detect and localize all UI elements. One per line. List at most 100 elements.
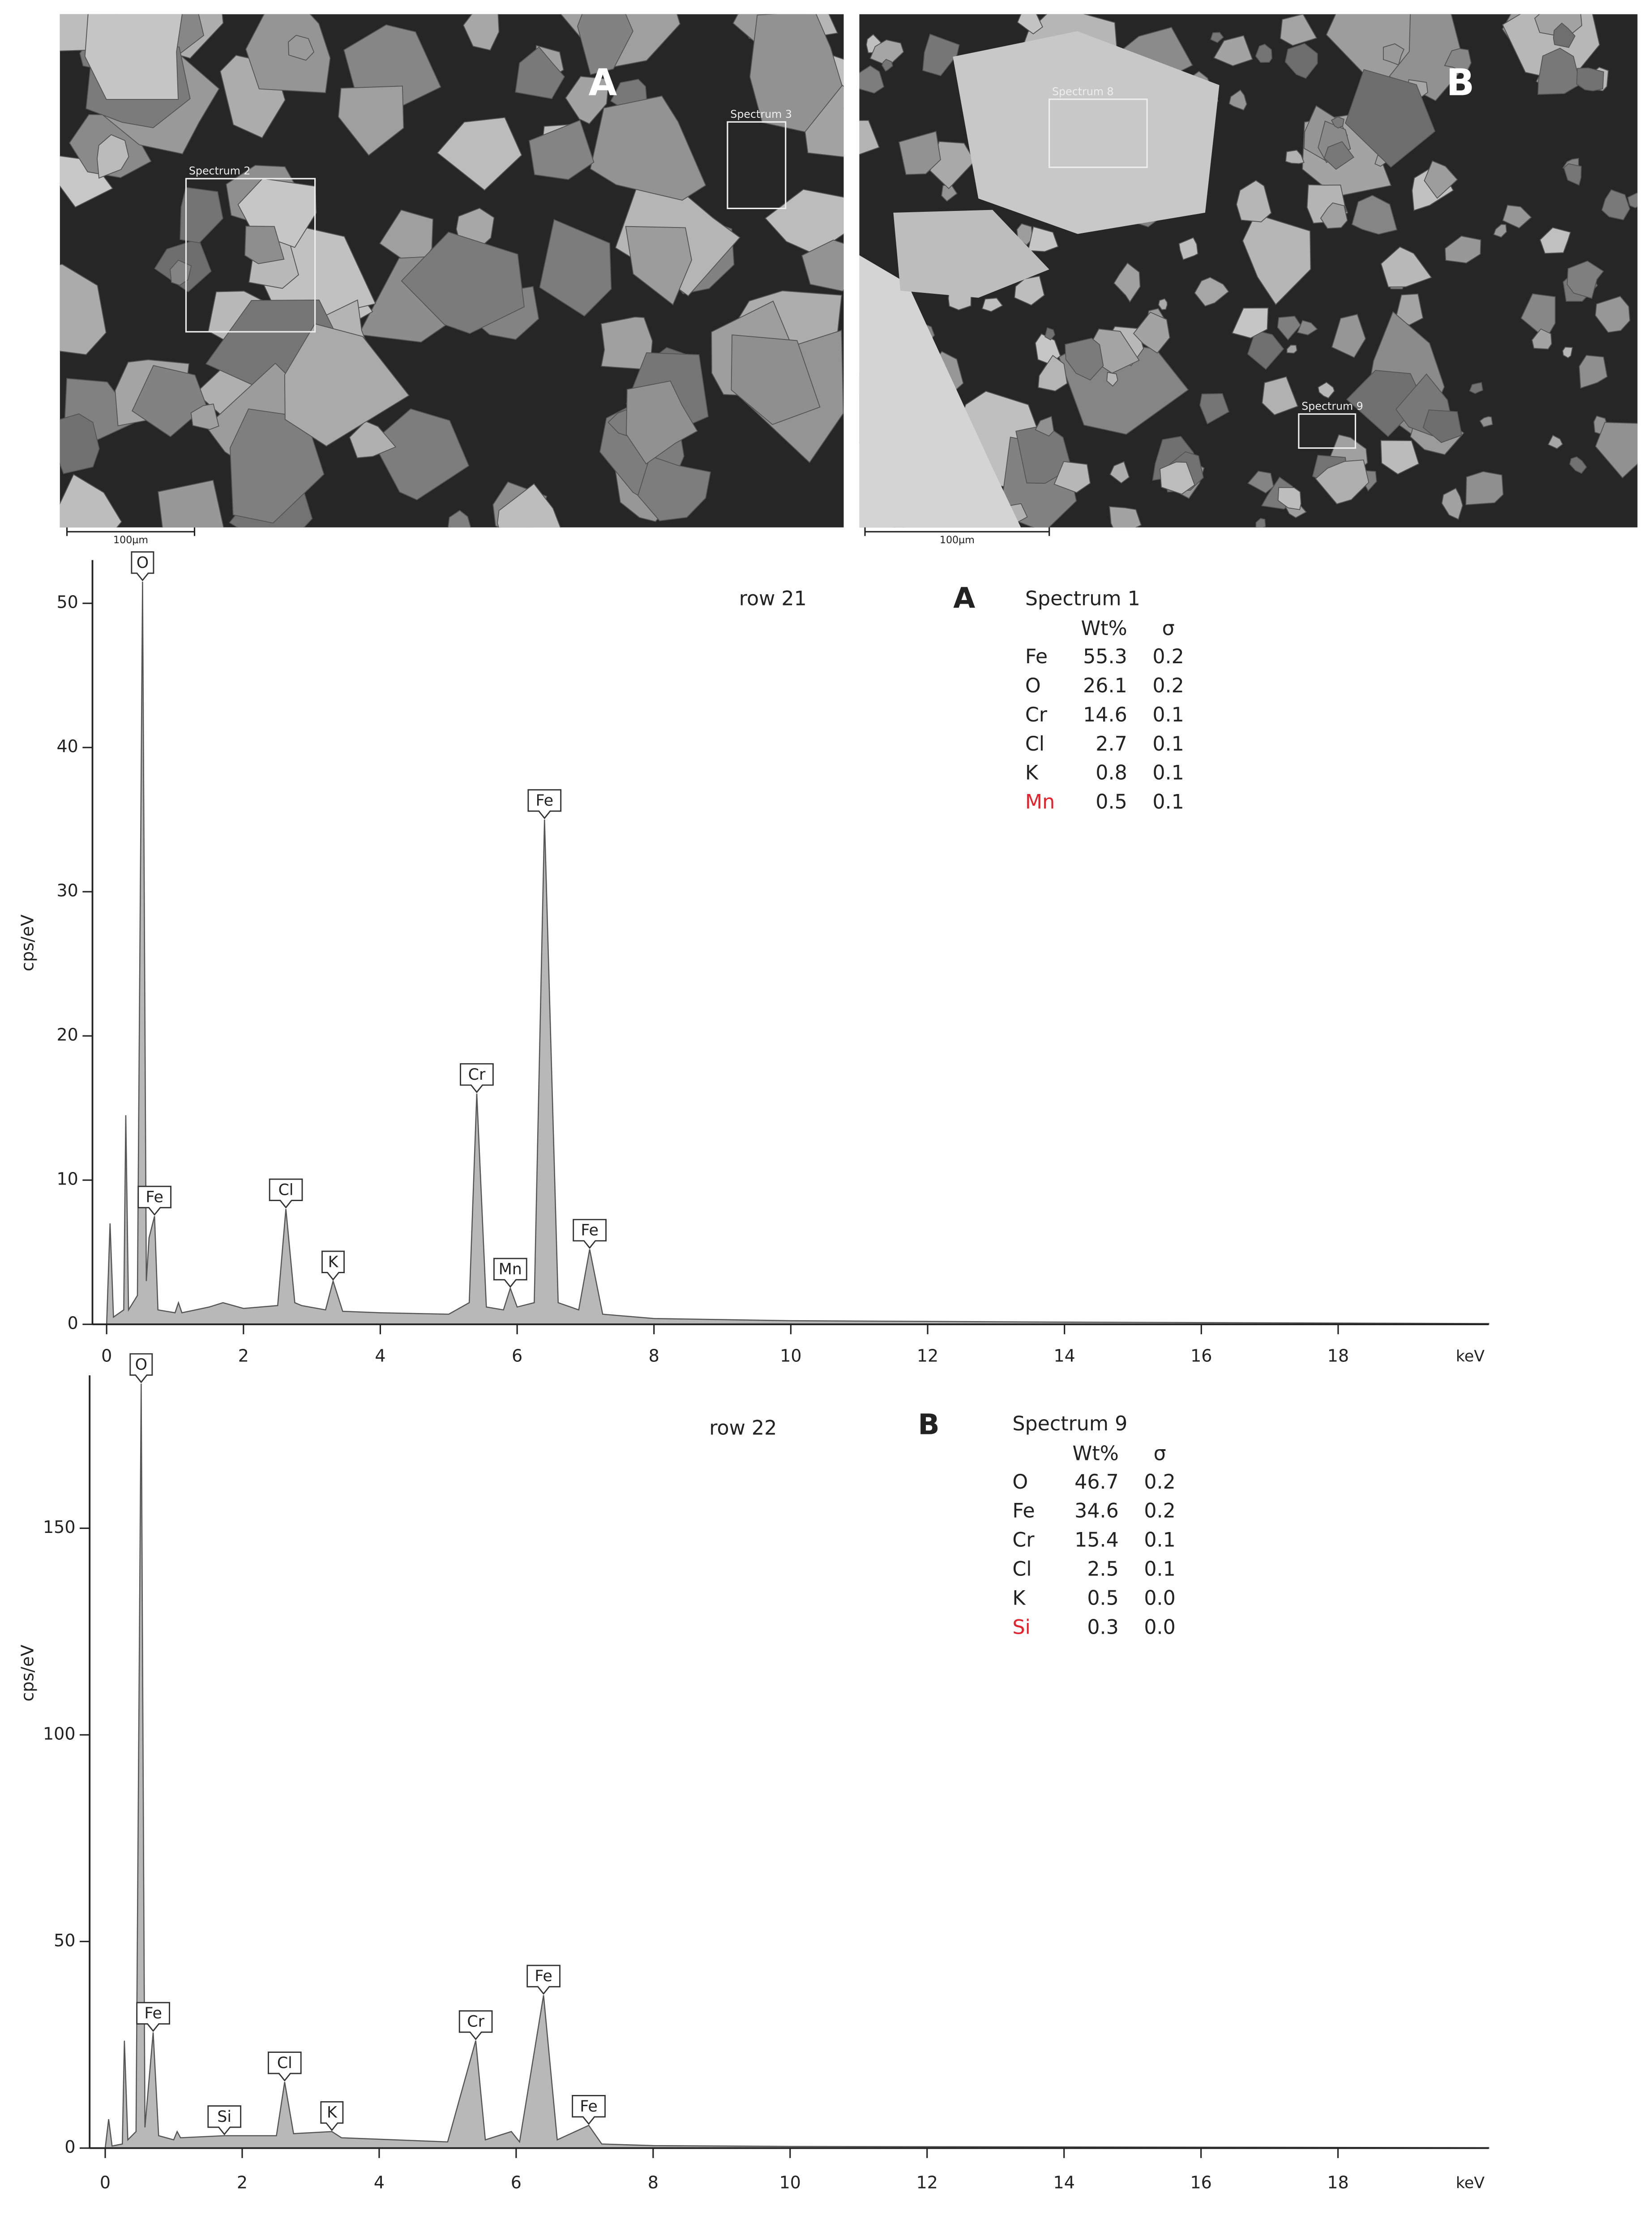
particle	[1563, 163, 1582, 186]
particle	[1228, 89, 1247, 111]
particle	[1255, 518, 1266, 528]
table-sigma: 0.1	[1152, 791, 1184, 814]
particle	[1444, 236, 1481, 264]
particle	[158, 480, 224, 528]
particle	[97, 134, 129, 179]
x-tick-label: 0	[101, 1346, 112, 1365]
spectrum-area	[106, 581, 1489, 1325]
x-axis-label: keV	[1456, 2174, 1485, 2192]
x-tick-label: 12	[916, 2172, 938, 2192]
peak-label: Fe	[144, 2004, 162, 2022]
y-tick-label: 0	[68, 1313, 78, 1333]
y-axis-label: cps/eV	[18, 1645, 38, 1702]
x-tick-label: 14	[1054, 1346, 1075, 1365]
particle	[1382, 43, 1405, 66]
particle	[1424, 160, 1458, 199]
particle	[528, 120, 595, 180]
particle	[245, 14, 331, 94]
particle	[437, 117, 522, 191]
x-tick-label: 18	[1327, 2172, 1348, 2192]
particle	[1286, 344, 1297, 354]
peak-label-box	[526, 1965, 561, 1995]
particle	[60, 413, 100, 474]
particle	[893, 210, 1049, 298]
particle	[1579, 355, 1608, 389]
table-sigma: 0.1	[1144, 1529, 1175, 1552]
panel-label: A	[953, 581, 975, 614]
region-label: Spectrum 8	[1052, 85, 1114, 98]
particle	[284, 323, 410, 447]
table-sigma: 0.1	[1152, 733, 1184, 755]
region-label: Spectrum 3	[730, 108, 792, 120]
particle	[1277, 316, 1301, 341]
peak-label-box	[207, 2105, 242, 2136]
particle	[1595, 422, 1638, 479]
particle	[349, 421, 397, 459]
table-wt: 46.7	[1074, 1471, 1119, 1494]
x-tick-label: 8	[649, 1346, 659, 1365]
table-element: K	[1012, 1587, 1026, 1610]
table-sigma: 0.2	[1144, 1500, 1175, 1523]
particle	[1014, 275, 1045, 306]
particle	[190, 403, 219, 430]
particle	[1247, 330, 1284, 370]
peak-label-box	[129, 1353, 153, 1383]
particle	[1331, 313, 1366, 358]
peak-label: Cl	[277, 2054, 292, 2072]
particle	[1318, 382, 1335, 399]
particle	[1178, 237, 1198, 260]
x-tick-label: 8	[648, 2172, 659, 2192]
particle	[1194, 277, 1229, 307]
peak-label: K	[328, 1253, 339, 1271]
y-tick-label: 50	[54, 1931, 75, 1950]
particle	[1113, 262, 1141, 303]
peak-label-box	[137, 1185, 171, 1216]
peak-label-box	[460, 1063, 494, 1094]
particle	[1502, 205, 1532, 229]
particle	[1053, 461, 1091, 493]
x-axis-label: keV	[1456, 1348, 1485, 1365]
particle	[625, 380, 698, 465]
peak-label-box	[267, 2052, 302, 2082]
particle	[731, 334, 821, 425]
particle	[1444, 48, 1472, 74]
particle	[515, 46, 565, 99]
particle	[1027, 226, 1059, 252]
particle	[1210, 32, 1224, 43]
particle	[1159, 461, 1195, 495]
peak-label-box	[321, 1250, 345, 1281]
table-element: Cl	[1012, 1558, 1031, 1580]
table-wt: 55.3	[1083, 645, 1127, 668]
particle	[1199, 393, 1229, 425]
x-tick-label: 0	[100, 2172, 111, 2192]
peak-label-box	[458, 2010, 493, 2040]
table-wt: 34.6	[1074, 1500, 1119, 1523]
particle	[1247, 471, 1274, 494]
particle	[1493, 224, 1507, 238]
table-sigma: 0.1	[1152, 704, 1184, 726]
peak-label-box	[320, 2101, 344, 2131]
table-header: σ	[1154, 1442, 1166, 1465]
peak-label: Mn	[499, 1261, 522, 1279]
y-tick-label: 100	[43, 1724, 76, 1743]
particle	[801, 240, 844, 292]
particle	[749, 14, 843, 133]
table-title: Spectrum 9	[1012, 1412, 1127, 1435]
table-element: Fe	[1025, 645, 1048, 668]
particle	[1109, 506, 1142, 528]
table-header: Wt%	[1073, 1442, 1119, 1465]
y-tick-label: 0	[64, 2137, 75, 2157]
x-tick-label: 16	[1190, 1346, 1212, 1365]
image-label: A	[588, 61, 617, 104]
peak-label-box	[527, 789, 562, 820]
particle	[882, 59, 893, 72]
table-element: Mn	[1025, 791, 1055, 814]
table-wt: 0.5	[1096, 791, 1127, 814]
particle	[1465, 471, 1504, 506]
peak-label: Si	[217, 2108, 231, 2126]
particle	[1380, 440, 1420, 475]
x-tick-label: 4	[374, 2172, 385, 2192]
particle	[1323, 141, 1355, 170]
note: row 21	[739, 587, 807, 610]
